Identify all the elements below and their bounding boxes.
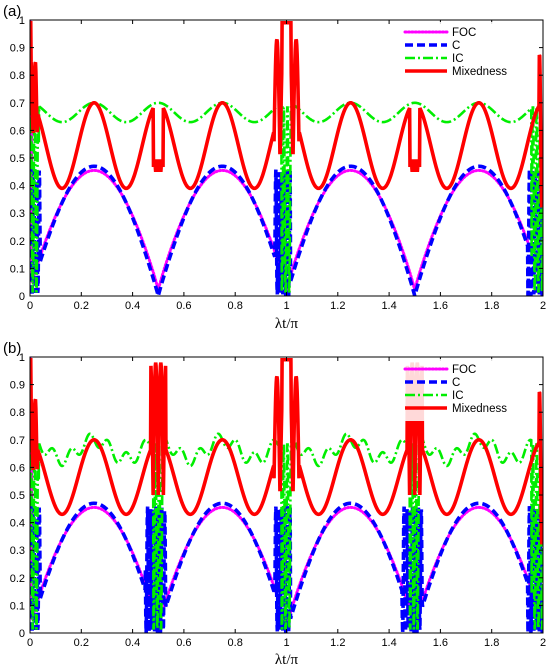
- y-tick-label: 0.7: [10, 435, 25, 447]
- x-tick-label: 0.6: [176, 637, 191, 649]
- x-tick-label: 1.4: [381, 637, 396, 649]
- y-tick-label: 0.4: [10, 181, 25, 193]
- x-tick-label: 0.2: [74, 637, 89, 649]
- y-tick-label: 0: [19, 628, 25, 640]
- y-tick-label: 0.3: [10, 545, 25, 557]
- legend-entry-foc: FOC: [452, 27, 476, 39]
- x-tick-label: 1.8: [484, 300, 499, 312]
- y-tick-label: 0.6: [10, 462, 25, 474]
- y-tick-label: 1: [19, 352, 25, 364]
- legend-entry-foc: FOC: [452, 364, 476, 376]
- panel-label: (b): [3, 340, 21, 357]
- x-tick-label: 0.4: [125, 300, 140, 312]
- y-tick-label: 0.9: [10, 380, 25, 392]
- y-tick-label: 0.8: [10, 407, 25, 419]
- x-tick-label: 2: [540, 300, 546, 312]
- y-tick-label: 0.1: [10, 600, 25, 612]
- y-tick-label: 0.1: [10, 263, 25, 275]
- y-tick-label: 0.2: [10, 236, 25, 248]
- x-tick-label: 1.6: [433, 300, 448, 312]
- x-tick-label: 1.2: [330, 300, 345, 312]
- y-tick-label: 0.5: [10, 153, 25, 165]
- x-tick-label: 1.6: [433, 637, 448, 649]
- legend-entry-mixedness: Mixedness: [452, 66, 507, 78]
- legend-entry-c: C: [452, 377, 460, 389]
- x-tick-label: 1.2: [330, 637, 345, 649]
- y-tick-label: 1: [19, 15, 25, 27]
- y-tick-label: 0.7: [10, 98, 25, 110]
- x-axis-label: λt/π: [275, 652, 299, 667]
- x-tick-label: 0.2: [74, 300, 89, 312]
- x-axis-label: λt/π: [275, 316, 299, 332]
- y-tick-label: 0: [19, 291, 25, 303]
- y-tick-label: 0.9: [10, 43, 25, 55]
- x-tick-label: 1: [283, 300, 289, 312]
- y-tick-label: 0.5: [10, 490, 25, 502]
- x-tick-label: 2: [540, 637, 546, 649]
- chart-panel-a: 0 0.2 0.4 0.6 0.8 1 1.2 1.4 1.6 1.8 2 0 0.1 0.2 0.3 0.4…: [3, 3, 546, 332]
- x-tick-label: 0.4: [125, 637, 140, 649]
- x-tick-label: 1.8: [484, 637, 499, 649]
- x-tick-label: 0.6: [176, 300, 191, 312]
- y-tick-label: 0.2: [10, 573, 25, 585]
- legend-entry-c: C: [452, 40, 460, 52]
- y-tick-label: 0.8: [10, 70, 25, 82]
- x-tick-label: 0: [27, 637, 33, 649]
- chart-panel-b: 0 0.2 0.4 0.6 0.8 1 1.2 1.4 1.6 1.8 2 0 0.1 0.2 0.3 0.4…: [3, 340, 546, 667]
- x-tick-label: 0: [27, 300, 33, 312]
- series-line-ic: [30, 431, 543, 630]
- x-tick-label: 1: [283, 637, 289, 649]
- y-tick-label: 0.6: [10, 125, 25, 137]
- legend-entry-mixedness: Mixedness: [452, 403, 507, 415]
- x-tick-label: 0.8: [228, 637, 243, 649]
- y-tick-label: 0.4: [10, 518, 25, 530]
- x-tick-label: 1.4: [381, 300, 396, 312]
- series-line-ic: [30, 101, 543, 293]
- legend-entry-ic: IC: [452, 53, 464, 65]
- y-tick-label: 0.3: [10, 208, 25, 220]
- legend-entry-ic: IC: [452, 390, 464, 402]
- x-tick-label: 0.8: [228, 300, 243, 312]
- panel-label: (a): [3, 3, 21, 20]
